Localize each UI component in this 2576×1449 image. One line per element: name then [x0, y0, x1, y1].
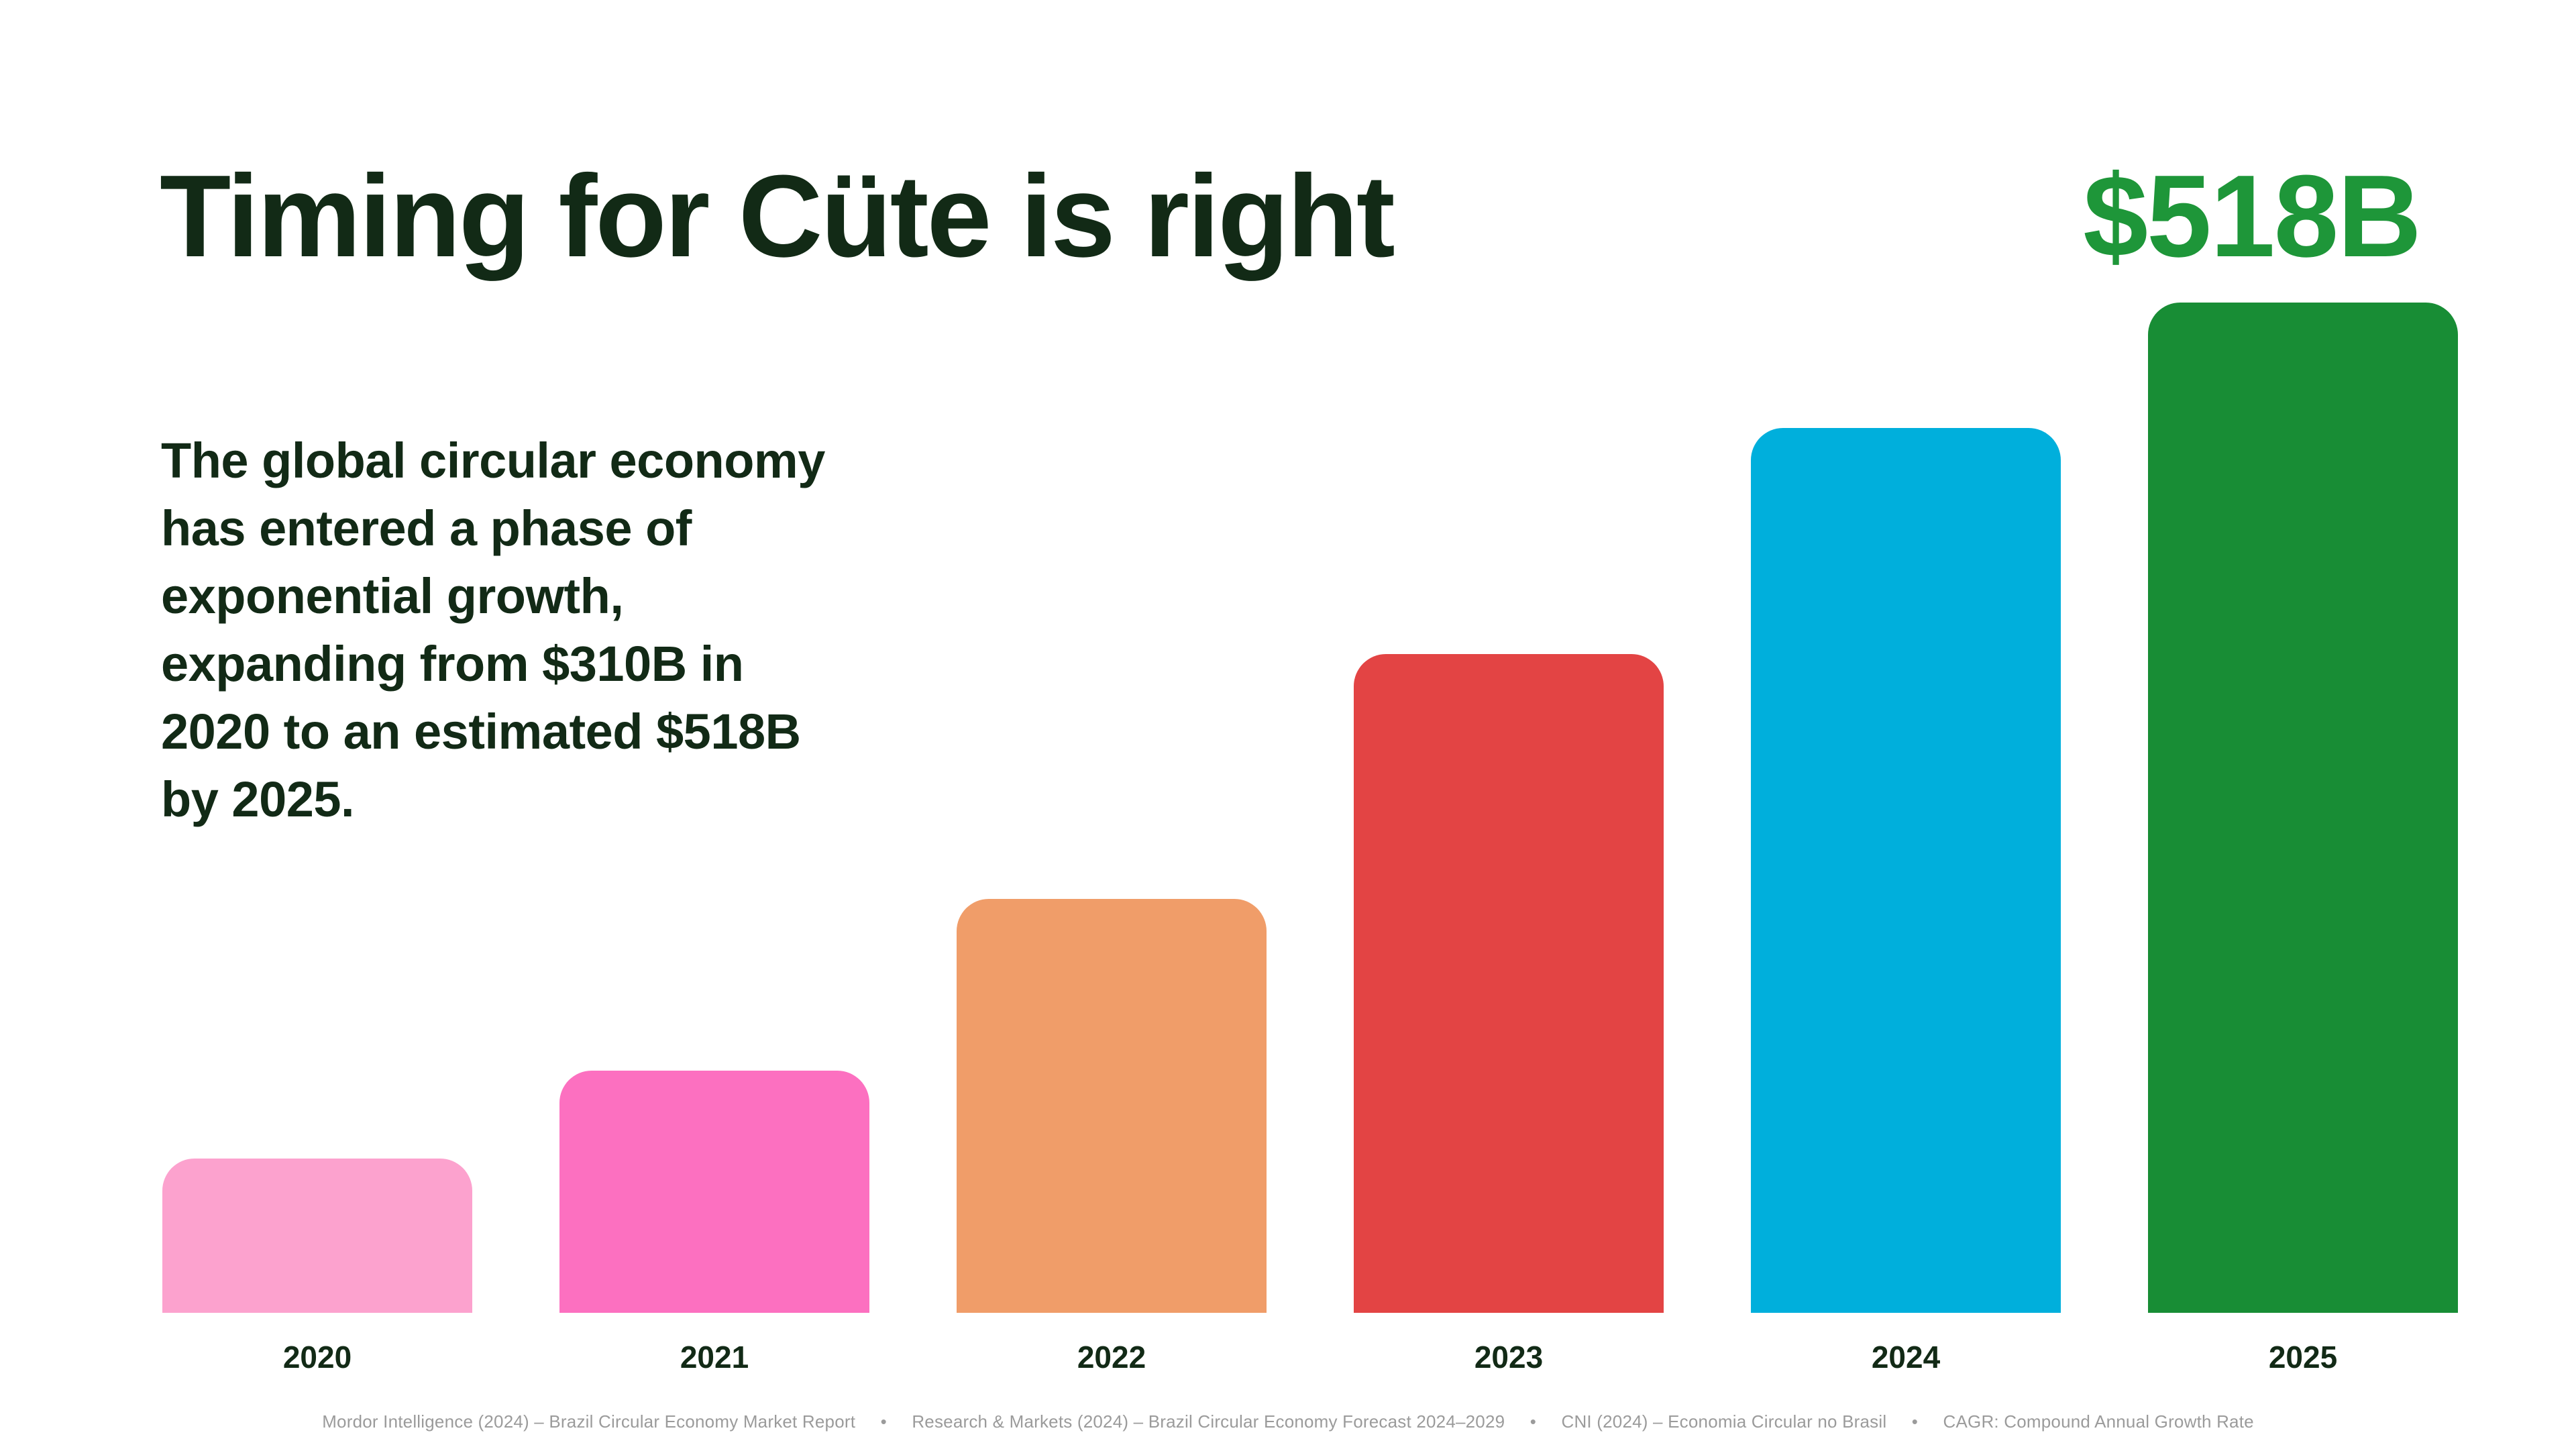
page-title: Timing for Cüte is right: [160, 150, 1395, 281]
axis-label-2023: 2023: [1474, 1340, 1544, 1375]
bar-2020: [162, 1159, 472, 1313]
axis-label-2020: 2020: [282, 1340, 352, 1375]
bar-chart: [162, 303, 2458, 1313]
bar-2021: [559, 1071, 869, 1313]
bar-2024: [1751, 428, 2061, 1313]
highlight-value-518b: $518B: [2083, 150, 2422, 281]
bar-2025: [2148, 303, 2458, 1313]
footer-separator: •: [880, 1411, 887, 1432]
axis-label-2024: 2024: [1871, 1340, 1941, 1375]
x-axis-labels: 2020 2021 2022 2023 2024 2025: [162, 1339, 2458, 1375]
axis-label-2021: 2021: [680, 1340, 749, 1375]
intro-paragraph: The global circular economy has entered …: [161, 433, 825, 827]
source-item: Mordor Intelligence (2024) – Brazil Circ…: [322, 1411, 856, 1432]
source-item: Research & Markets (2024) – Brazil Circu…: [912, 1411, 1505, 1432]
axis-label-2022: 2022: [1077, 1340, 1146, 1375]
axis-label-2025: 2025: [2268, 1340, 2338, 1375]
footer-separator: •: [1529, 1411, 1537, 1432]
source-item: CNI (2024) – Economia Circular no Brasil: [1561, 1411, 1887, 1432]
footer-separator: •: [1911, 1411, 1919, 1432]
footer-sources: Mordor Intelligence (2024) – Brazil Circ…: [0, 1411, 2576, 1432]
bar-2022: [957, 899, 1267, 1313]
source-item: CAGR: Compound Annual Growth Rate: [1943, 1411, 2254, 1432]
bar-2023: [1354, 654, 1664, 1313]
